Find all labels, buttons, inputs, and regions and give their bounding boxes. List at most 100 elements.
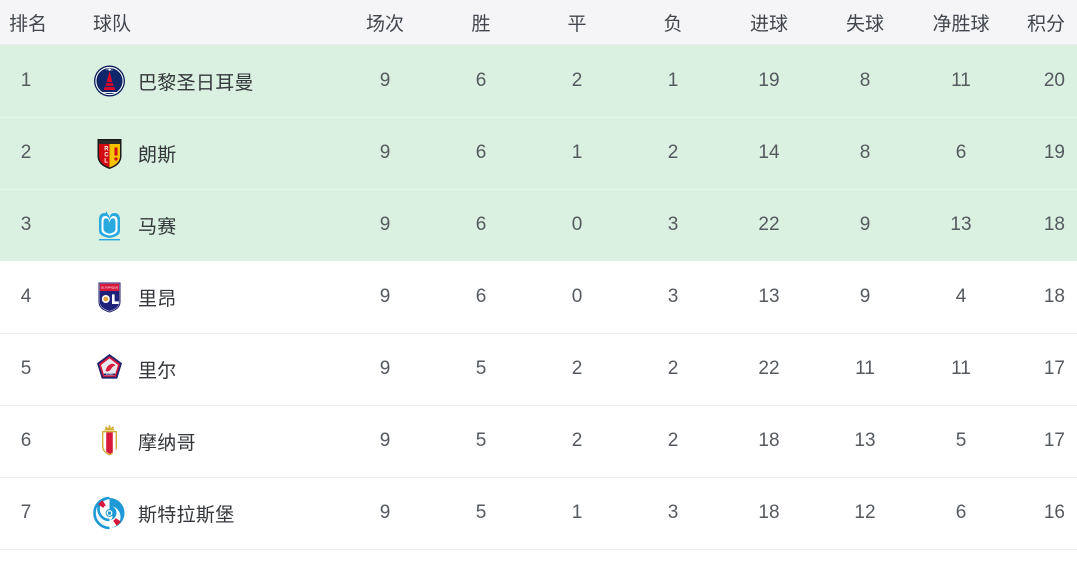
cell-team[interactable]: 摩纳哥	[52, 423, 337, 459]
cell-goal-difference: 6	[955, 502, 967, 523]
cell-goals-for: 22	[758, 214, 780, 235]
cell-team[interactable]: LOSC 里尔	[52, 351, 337, 387]
cell-goals-against: 9	[859, 286, 871, 307]
psg-crest-icon: PSG	[93, 63, 126, 99]
column-header-played[interactable]: 场次	[365, 13, 404, 35]
cell-played: 9	[379, 286, 391, 307]
cell-played: 9	[379, 502, 391, 523]
table-row[interactable]: 7 斯特拉斯堡 9 5 1 3 18 12 6 16	[0, 477, 1077, 549]
monaco-crest-icon	[93, 423, 126, 459]
column-header-drawn[interactable]: 平	[567, 13, 587, 35]
lille-crest-icon: LOSC	[93, 351, 126, 387]
column-header-lost[interactable]: 负	[663, 13, 683, 35]
table-row[interactable]: 3 马赛 9 6 0 3 22 9 13 18	[0, 189, 1077, 261]
cell-team[interactable]: OLYMPIQUE 里昂	[52, 279, 337, 315]
cell-played: 9	[379, 70, 391, 91]
table-row[interactable]: 6 摩纳哥 9 5 2 2 18 13 5 17	[0, 405, 1077, 477]
team-name: 巴黎圣日耳曼	[138, 72, 254, 94]
cell-goal-difference: 6	[955, 142, 967, 163]
cell-rank: 7	[20, 502, 32, 523]
cell-won: 5	[475, 430, 487, 451]
table-body: 1 PSG 巴黎圣日耳曼 9 6 2 1 19 8 11 20 2 R C L 朗斯 9 6 1 2 14 8…	[0, 45, 1077, 550]
cell-lost: 3	[667, 502, 679, 523]
cell-drawn: 1	[571, 142, 583, 163]
marseille-crest-icon	[93, 207, 126, 243]
cell-goal-difference: 4	[955, 286, 967, 307]
cell-won: 6	[475, 286, 487, 307]
table-row[interactable]: 5 LOSC 里尔 9 5 2 2 22 11 11 17	[0, 333, 1077, 405]
svg-text:C: C	[104, 153, 109, 159]
cell-points: 16	[1043, 502, 1065, 523]
cell-goals-against: 8	[859, 70, 871, 91]
cell-lost: 3	[667, 286, 679, 307]
svg-text:OLYMPIQUE: OLYMPIQUE	[101, 286, 119, 290]
team-name: 朗斯	[138, 144, 177, 166]
svg-text:PSG: PSG	[106, 68, 113, 72]
cell-team[interactable]: PSG 巴黎圣日耳曼	[52, 63, 337, 99]
column-header-goals-for[interactable]: 进球	[749, 13, 788, 35]
cell-rank: 3	[20, 214, 32, 235]
team-name: 斯特拉斯堡	[138, 504, 235, 526]
cell-team[interactable]: R C L 朗斯	[52, 135, 337, 171]
cell-points: 17	[1043, 358, 1065, 379]
cell-team[interactable]: 马赛	[52, 207, 337, 243]
cell-drawn: 0	[571, 286, 583, 307]
cell-drawn: 2	[571, 358, 583, 379]
cell-rank: 1	[20, 70, 32, 91]
cell-lost: 2	[667, 358, 679, 379]
cell-played: 9	[379, 214, 391, 235]
cell-rank: 2	[20, 142, 32, 163]
cell-goal-difference: 11	[951, 70, 971, 91]
cell-rank: 4	[20, 286, 32, 307]
cell-goals-against: 13	[854, 430, 876, 451]
cell-lost: 3	[667, 214, 679, 235]
cell-played: 9	[379, 358, 391, 379]
cell-drawn: 0	[571, 214, 583, 235]
lens-crest-icon: R C L	[93, 135, 126, 171]
cell-goals-for: 14	[758, 142, 780, 163]
cell-points: 18	[1043, 214, 1065, 235]
team-name: 里尔	[138, 360, 177, 382]
cell-team[interactable]: 斯特拉斯堡	[52, 495, 337, 531]
table-header-row: 排名 球队 场次 胜 平 负 进球 失球 净胜球 积分	[0, 0, 1077, 45]
column-header-rank[interactable]: 排名	[9, 13, 48, 35]
cell-goals-for: 13	[758, 286, 780, 307]
team-name: 马赛	[138, 216, 177, 238]
cell-played: 9	[379, 430, 391, 451]
cell-goals-for: 19	[758, 70, 780, 91]
svg-text:LOSC: LOSC	[106, 372, 113, 376]
column-header-team[interactable]: 球队	[93, 13, 132, 35]
cell-points: 19	[1043, 142, 1065, 163]
cell-goals-against: 9	[859, 214, 871, 235]
cell-rank: 6	[20, 430, 32, 451]
cell-goals-against: 11	[855, 358, 875, 379]
cell-won: 6	[475, 214, 487, 235]
cell-goals-for: 18	[758, 430, 780, 451]
table-row[interactable]: 1 PSG 巴黎圣日耳曼 9 6 2 1 19 8 11 20	[0, 45, 1077, 117]
cell-rank: 5	[20, 358, 32, 379]
column-header-goal-difference[interactable]: 净胜球	[932, 13, 990, 35]
column-header-points[interactable]: 积分	[1026, 13, 1065, 35]
cell-goal-difference: 11	[951, 358, 971, 379]
cell-drawn: 1	[571, 502, 583, 523]
team-name: 里昂	[138, 288, 177, 310]
table-row[interactable]: 4 OLYMPIQUE 里昂 9 6 0 3 13 9 4 18	[0, 261, 1077, 333]
column-header-goals-against[interactable]: 失球	[845, 13, 884, 35]
cell-won: 5	[475, 502, 487, 523]
cell-won: 5	[475, 358, 487, 379]
column-header-won[interactable]: 胜	[471, 13, 491, 35]
cell-points: 20	[1043, 70, 1065, 91]
cell-won: 6	[475, 70, 487, 91]
cell-won: 6	[475, 142, 487, 163]
table-row[interactable]: 2 R C L 朗斯 9 6 1 2 14 8 6 19	[0, 117, 1077, 189]
cell-goal-difference: 5	[955, 430, 967, 451]
svg-text:R: R	[104, 147, 109, 153]
cell-lost: 2	[667, 142, 679, 163]
cell-lost: 2	[667, 430, 679, 451]
cell-points: 18	[1043, 286, 1065, 307]
lyon-crest-icon: OLYMPIQUE	[93, 279, 126, 315]
cell-drawn: 2	[571, 70, 583, 91]
cell-lost: 1	[667, 70, 679, 91]
cell-goals-against: 12	[854, 502, 876, 523]
